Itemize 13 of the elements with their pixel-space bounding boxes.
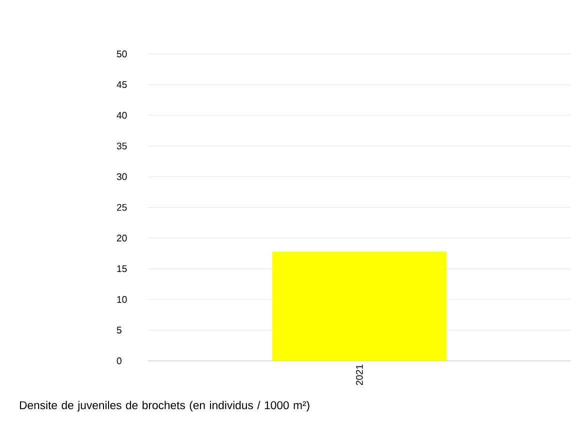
y-tick-label: 50 (116, 50, 127, 58)
y-tick-label: 25 (116, 204, 127, 211)
y-tick-label: 30 (116, 173, 127, 180)
y-tick-label: 10 (117, 296, 127, 303)
y-tick-label: 15 (117, 265, 127, 272)
x-tick-label: 2021 (356, 364, 363, 385)
y-tick-label: 40 (116, 112, 127, 119)
text: Densite de juveniles de brochets (en individus / 1000 m²) (20, 400, 310, 412)
y-tick-label: 0 (116, 357, 122, 364)
y-tick-label: 5 (116, 326, 122, 334)
y-tick-label: 20 (116, 234, 127, 242)
y-tick-label: 35 (116, 142, 127, 150)
y-tick-label: 45 (116, 81, 127, 88)
